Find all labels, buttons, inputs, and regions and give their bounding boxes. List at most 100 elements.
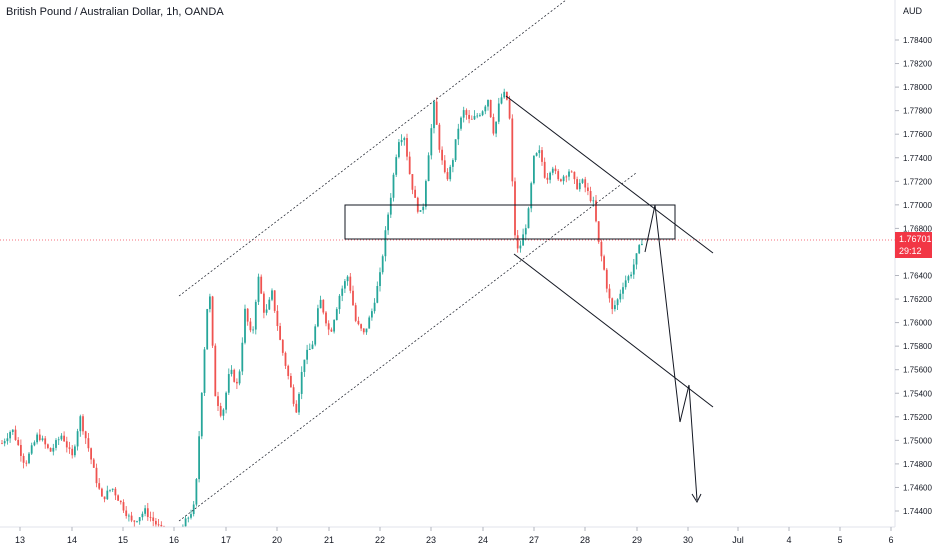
candle-body bbox=[349, 276, 352, 291]
y-tick-label: 1.78200 bbox=[903, 60, 932, 69]
candle-body bbox=[454, 139, 457, 161]
candle-body bbox=[549, 172, 551, 180]
candle-body bbox=[30, 445, 33, 454]
candle-body bbox=[195, 479, 198, 505]
candle-body bbox=[595, 200, 597, 222]
candle-body bbox=[530, 183, 533, 209]
candle-body bbox=[109, 489, 111, 491]
candle-body bbox=[592, 200, 595, 202]
projection-arrow-head bbox=[691, 493, 702, 504]
candle-body bbox=[6, 438, 9, 442]
candle-body bbox=[392, 174, 395, 198]
candle-body bbox=[365, 328, 368, 333]
candle-body bbox=[279, 326, 281, 340]
y-tick-label: 1.75400 bbox=[903, 389, 932, 398]
candle-body bbox=[622, 287, 624, 294]
candle-body bbox=[254, 301, 257, 330]
candle-body bbox=[230, 369, 233, 375]
candle-body bbox=[55, 440, 57, 448]
candle-body bbox=[452, 160, 454, 167]
candle-body bbox=[460, 117, 462, 129]
x-tick-label: 28 bbox=[580, 535, 590, 545]
candle-body bbox=[500, 97, 503, 104]
candle-body bbox=[25, 462, 28, 464]
candle-body bbox=[206, 309, 209, 350]
candle-body bbox=[14, 429, 17, 440]
candle-body bbox=[554, 168, 557, 172]
candle-body bbox=[241, 342, 244, 372]
candle-body bbox=[427, 155, 430, 182]
candle-body bbox=[122, 502, 125, 511]
candle-body bbox=[384, 230, 387, 257]
candle-body bbox=[219, 405, 222, 416]
y-tick-label: 1.77600 bbox=[903, 130, 932, 139]
candle-body bbox=[9, 432, 11, 439]
candle-body bbox=[211, 296, 214, 346]
candle-body bbox=[497, 103, 500, 122]
candle-body bbox=[222, 409, 225, 416]
candle-body bbox=[133, 520, 136, 522]
candle-body bbox=[495, 121, 497, 134]
candle-body bbox=[1, 443, 3, 445]
candle-body bbox=[57, 439, 60, 441]
candle-body bbox=[551, 168, 554, 173]
candle-body bbox=[338, 295, 341, 310]
candle-body bbox=[578, 182, 581, 190]
chart-title: British Pound / Australian Dollar, 1h, O… bbox=[6, 6, 224, 18]
candle-body bbox=[47, 444, 49, 448]
candle-body bbox=[506, 91, 508, 100]
candle-body bbox=[627, 276, 630, 281]
candle-body bbox=[408, 156, 411, 175]
candle-body bbox=[155, 520, 157, 525]
candle-body bbox=[387, 214, 389, 231]
candle-body bbox=[449, 166, 452, 180]
candle-body bbox=[346, 276, 349, 282]
candle-body bbox=[403, 138, 406, 141]
candle-body bbox=[290, 375, 292, 388]
candle-body bbox=[641, 243, 643, 246]
candle-body bbox=[368, 317, 371, 329]
x-tick-label: 16 bbox=[169, 535, 179, 545]
candle-body bbox=[311, 344, 314, 349]
x-tick-label: 27 bbox=[529, 535, 539, 545]
x-tick-label: 17 bbox=[221, 535, 231, 545]
candle-body bbox=[630, 274, 632, 277]
candle-body bbox=[28, 453, 30, 464]
candle-body bbox=[125, 510, 128, 517]
x-tick-label: 22 bbox=[375, 535, 385, 545]
candle-body bbox=[106, 490, 109, 500]
candle-body bbox=[508, 99, 511, 119]
candle-body bbox=[414, 189, 416, 198]
candle-body bbox=[238, 371, 241, 384]
x-tick-label: 15 bbox=[118, 535, 128, 545]
candle-body bbox=[568, 171, 570, 177]
candle-body bbox=[489, 100, 492, 118]
x-tick-label: 20 bbox=[272, 535, 282, 545]
candle-body bbox=[74, 446, 76, 456]
x-tick-label: 4 bbox=[786, 535, 791, 545]
candle-body bbox=[581, 179, 584, 183]
candle-body bbox=[144, 508, 146, 514]
x-tick-label: 6 bbox=[888, 535, 893, 545]
candle-body bbox=[511, 118, 514, 182]
candle-body bbox=[60, 435, 63, 440]
candle-body bbox=[187, 517, 190, 519]
candle-body bbox=[95, 467, 98, 484]
candle-body bbox=[146, 508, 149, 517]
y-tick-label: 1.76800 bbox=[903, 224, 932, 233]
candle-body bbox=[82, 416, 84, 432]
candle-body bbox=[141, 513, 144, 518]
candle-body bbox=[589, 191, 592, 202]
candle-body bbox=[565, 176, 568, 178]
candle-body bbox=[38, 434, 41, 441]
candle-body bbox=[635, 253, 638, 265]
candle-body bbox=[190, 514, 192, 518]
candle-body bbox=[33, 442, 36, 446]
candle-body bbox=[306, 349, 308, 360]
candle-body bbox=[63, 435, 65, 442]
candle-body bbox=[381, 256, 384, 273]
candle-body bbox=[354, 305, 357, 321]
